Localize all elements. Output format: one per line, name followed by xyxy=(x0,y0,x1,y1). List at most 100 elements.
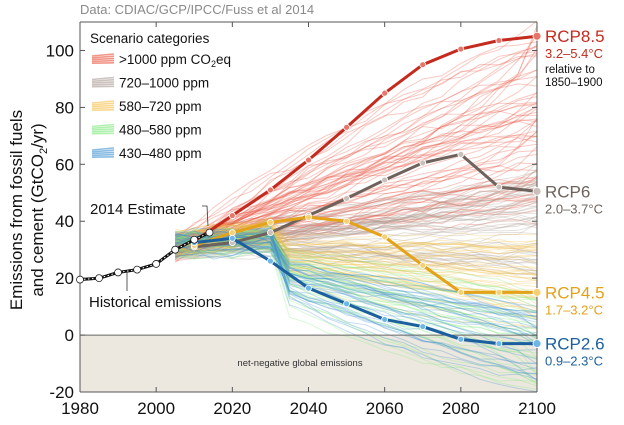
x-tick-label: 2020 xyxy=(213,399,251,418)
ensemble-line xyxy=(175,234,538,345)
ensemble-line xyxy=(175,250,538,375)
ensemble-line xyxy=(175,247,538,343)
ensemble-line xyxy=(175,105,538,238)
ensemble-line xyxy=(175,193,538,252)
ensemble-line xyxy=(175,222,538,240)
ensemble-line xyxy=(175,225,538,281)
ensemble-line xyxy=(174,101,538,247)
historical-point xyxy=(133,265,142,274)
ensemble-line xyxy=(175,195,538,260)
ensemble-line xyxy=(175,219,538,241)
ensemble-line xyxy=(175,242,538,261)
ensemble-line xyxy=(175,246,538,257)
ensemble-line xyxy=(174,76,538,246)
data-point xyxy=(343,123,350,131)
ensemble-line xyxy=(175,182,538,255)
historical-point xyxy=(76,275,84,284)
rcp-temperature-range: 1.7–3.2°C xyxy=(545,302,603,317)
y-axis-label: Emissions from fossil fuels and cement (… xyxy=(7,110,50,310)
ensemble-line xyxy=(175,102,538,251)
legend-label: 580–720 ppm xyxy=(119,99,202,114)
ensemble-line xyxy=(174,242,538,338)
ensemble-line xyxy=(175,178,538,245)
ensemble-line xyxy=(175,243,538,372)
ensemble-line xyxy=(175,170,538,253)
ensemble-line xyxy=(175,240,538,272)
ensemble-line xyxy=(175,219,538,320)
relative-note: 1850–1900 xyxy=(545,77,603,89)
rcp-name-label: RCP4.5 xyxy=(545,283,605,302)
ensemble-line xyxy=(174,52,538,247)
legend-item: 720–1000 ppm xyxy=(91,76,209,91)
ensemble-line xyxy=(175,215,538,254)
ensemble-line xyxy=(174,134,538,260)
ensemble-line xyxy=(175,29,538,241)
historical-series xyxy=(76,228,214,284)
ensemble-line xyxy=(175,246,538,315)
y-tick-label: 40 xyxy=(55,212,74,231)
y-tick-label: -20 xyxy=(49,383,74,402)
ensemble-line xyxy=(175,224,538,250)
data-point xyxy=(495,288,503,296)
legend-swatch xyxy=(91,57,115,61)
ensemble-line xyxy=(175,196,538,240)
historical-point xyxy=(114,268,122,277)
ensemble-line xyxy=(175,245,538,328)
data-point xyxy=(305,284,312,292)
data-point xyxy=(267,218,274,226)
ensemble-line xyxy=(175,230,538,330)
legend-swatch xyxy=(91,59,115,63)
legend-title: Scenario categories xyxy=(90,31,210,46)
ensemble-line xyxy=(175,244,538,276)
ensemble-line xyxy=(175,103,538,243)
legend-swatch xyxy=(91,153,115,157)
legend-swatch xyxy=(91,78,115,83)
ensemble-line xyxy=(174,214,538,242)
ensemble-line xyxy=(175,244,538,261)
ensemble-line xyxy=(175,35,538,244)
ensemble-line xyxy=(175,241,538,279)
rcp-name-label: RCP2.6 xyxy=(545,335,605,354)
ensemble-line xyxy=(175,181,538,238)
data-point xyxy=(457,335,465,343)
y-tick-label: 0 xyxy=(65,326,74,345)
ensemble-line xyxy=(174,194,538,248)
data-point xyxy=(457,150,465,158)
ensemble-line xyxy=(175,200,538,257)
series-rcp4-5 xyxy=(190,213,542,297)
data-point xyxy=(419,261,427,269)
historical-point xyxy=(205,228,214,237)
legend-swatch xyxy=(91,125,115,130)
legend-swatch xyxy=(91,104,115,108)
relative-note: relative to xyxy=(545,64,595,76)
y-tick-label: 20 xyxy=(55,269,74,288)
data-point xyxy=(495,37,503,44)
rcp-name-label: RCP8.5 xyxy=(545,27,605,46)
legend-label: 720–1000 ppm xyxy=(119,76,209,91)
data-point xyxy=(381,89,389,97)
x-tick-label: 2060 xyxy=(366,399,404,418)
legend-item: 480–580 ppm xyxy=(91,123,202,138)
y-tick-label: 60 xyxy=(55,155,74,174)
ensemble-line xyxy=(175,182,538,255)
ensemble-line xyxy=(175,244,538,387)
legend-label: 430–480 ppm xyxy=(119,146,202,161)
historical-point xyxy=(171,245,180,254)
ensemble-line xyxy=(175,117,538,258)
ensemble-line xyxy=(175,224,538,321)
ensemble-line xyxy=(174,120,538,255)
ensemble-line xyxy=(175,91,538,238)
ensemble-line xyxy=(175,197,538,241)
data-point xyxy=(532,186,542,196)
ensemble-line xyxy=(175,244,538,277)
data-point xyxy=(343,195,350,202)
ensemble-line xyxy=(175,225,538,383)
x-tick-label: 2000 xyxy=(137,399,175,418)
legend-swatch xyxy=(91,128,115,131)
ensemble-line xyxy=(175,222,538,258)
data-point xyxy=(343,217,350,225)
historical-point xyxy=(190,235,199,244)
legend-swatch xyxy=(91,149,115,153)
legend-item: 580–720 ppm xyxy=(91,99,202,114)
